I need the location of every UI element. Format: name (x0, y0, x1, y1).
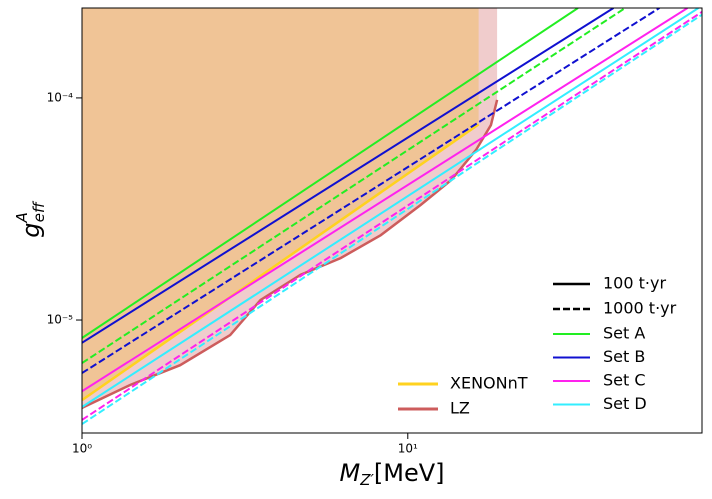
sensitivity-line (82, 13, 702, 425)
x-axis-label: MZ′[MeV] (339, 459, 444, 489)
legend-label: Set D (603, 394, 647, 413)
x-tick-label: 10⁰ (72, 442, 92, 456)
x-tick-label: 10¹ (398, 442, 418, 456)
sensitivity-line (82, 8, 579, 339)
x-label-sub: Z′ (359, 471, 374, 489)
y-tick-label: 10⁻⁴ (47, 90, 74, 104)
y-label-sup: A (13, 212, 31, 223)
sensitivity-line (82, 8, 615, 344)
axes-frame (81, 7, 703, 434)
y-label-main: g (17, 223, 45, 238)
x-label-main: M (339, 459, 360, 487)
bound-line (82, 99, 499, 410)
sensitivity-line (82, 8, 689, 393)
plot-area (82, 8, 702, 425)
y-tick-label: 10⁻⁵ (47, 313, 74, 327)
sensitivity-line (82, 8, 626, 364)
y-axis-label: gAeff (13, 200, 48, 238)
legend-label: 1000 t·yr (603, 299, 677, 318)
excluded-region (82, 8, 479, 401)
legend-label: 100 t·yr (603, 274, 666, 293)
legend-label: LZ (450, 399, 470, 418)
legend-label: Set C (603, 371, 646, 390)
sensitivity-line (82, 8, 660, 374)
legend-label: Set B (603, 347, 645, 366)
legend-label: XENONnT (450, 374, 528, 393)
x-label-unit: [MeV] (374, 459, 445, 487)
bound-line (82, 123, 480, 402)
y-label-sub: eff (30, 200, 48, 222)
legend-label: Set A (603, 324, 645, 343)
sensitivity-line (82, 8, 699, 408)
sensitivity-line (82, 11, 702, 421)
